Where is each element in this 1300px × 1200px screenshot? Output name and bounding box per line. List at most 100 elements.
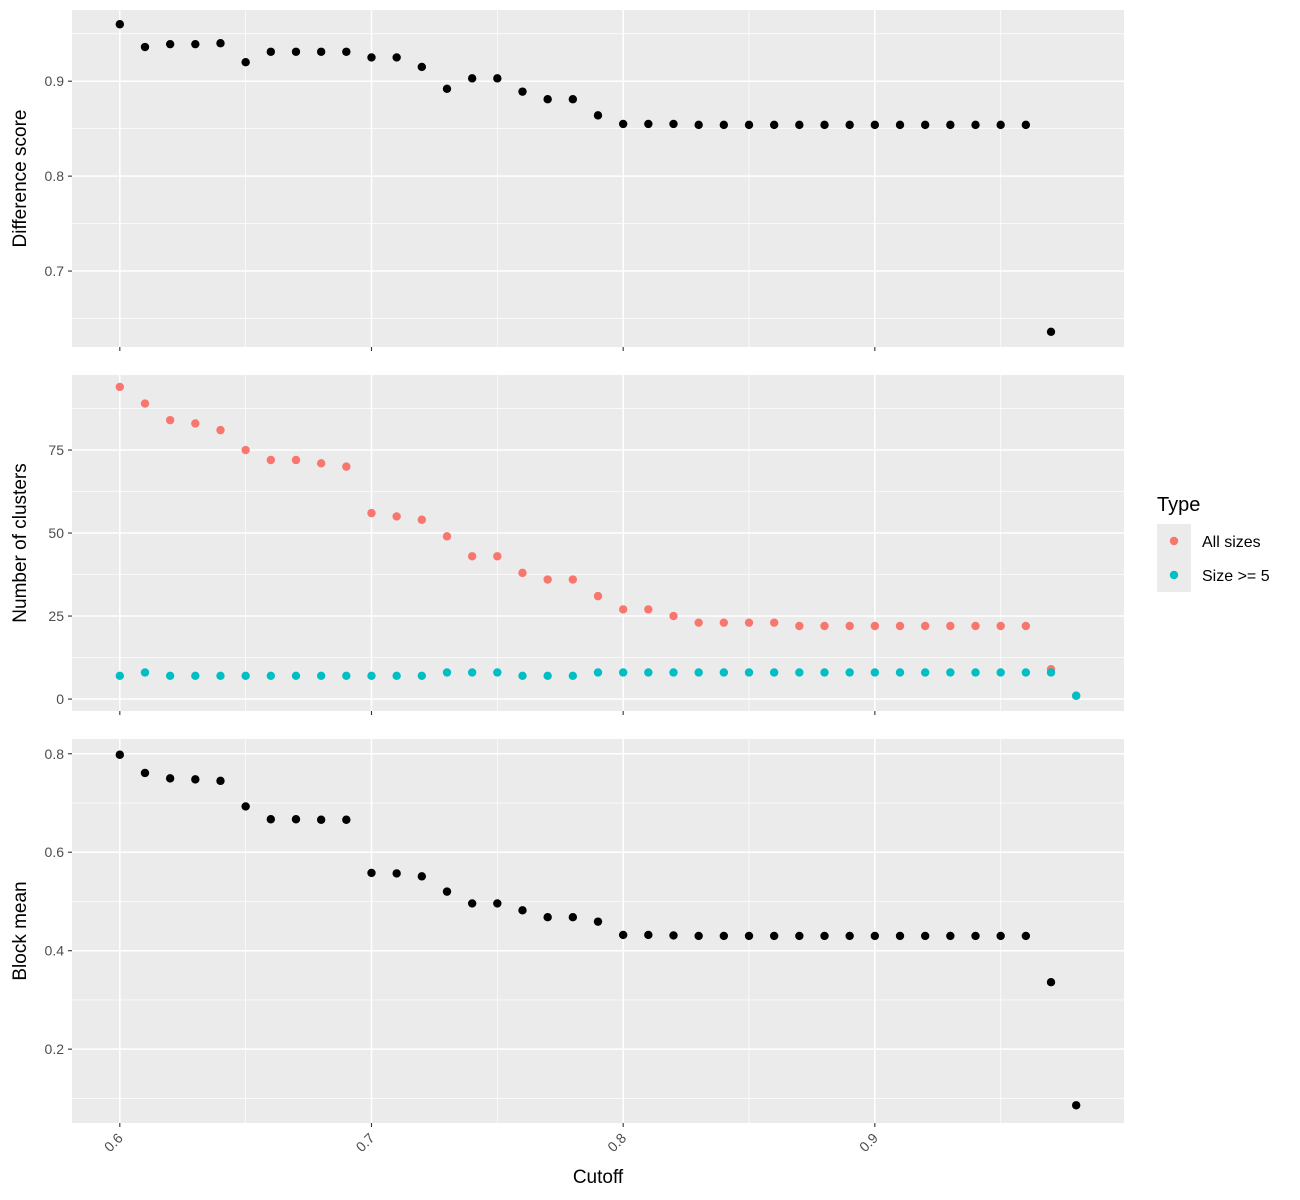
point-number-of-clusters-s1-23: [694, 668, 703, 677]
point-difference-score-s0-29: [845, 120, 854, 130]
point-number-of-clusters-s0-34: [971, 621, 980, 631]
x-tick-label: 0.6: [101, 1130, 126, 1155]
point-block-mean-s0-2: [165, 774, 175, 783]
point-difference-score-s0-28: [820, 120, 829, 130]
point-block-mean-s0-4: [216, 776, 225, 786]
point-number-of-clusters-s1-18: [568, 671, 578, 681]
point-number-of-clusters-s1-15: [493, 668, 502, 677]
point-block-mean-s0-17: [543, 913, 552, 922]
point-difference-score-s0-37: [1046, 327, 1056, 337]
point-difference-score-s0-11: [392, 53, 401, 62]
point-number-of-clusters-s1-17: [543, 671, 552, 681]
point-block-mean-s0-12: [417, 872, 427, 881]
legend: Type All sizes Size >= 5: [1157, 494, 1270, 592]
legend-label-all-sizes: All sizes: [1202, 534, 1261, 551]
point-difference-score-s0-5: [241, 58, 250, 67]
y-tick-label: 0.4: [45, 943, 65, 959]
point-difference-score-s0-18: [568, 95, 578, 104]
point-block-mean-s0-15: [493, 899, 502, 908]
y-tick-label: 0.2: [45, 1041, 65, 1057]
point-number-of-clusters-s1-34: [971, 668, 980, 677]
point-number-of-clusters-s0-29: [845, 621, 854, 631]
point-number-of-clusters-s0-33: [946, 621, 955, 631]
point-number-of-clusters-s0-5: [241, 445, 250, 455]
point-difference-score-s0-9: [342, 47, 351, 56]
point-number-of-clusters-s0-24: [719, 618, 729, 627]
point-difference-score-s0-0: [115, 20, 125, 29]
point-difference-score-s0-7: [291, 47, 301, 56]
point-number-of-clusters-s1-27: [795, 668, 804, 677]
point-block-mean-s0-34: [971, 931, 980, 941]
legend-dot-all-sizes: [1169, 536, 1179, 546]
point-difference-score-s0-21: [644, 119, 653, 129]
point-number-of-clusters-s0-27: [795, 621, 804, 631]
point-block-mean-s0-30: [870, 931, 880, 941]
point-number-of-clusters-s0-6: [266, 455, 276, 465]
point-number-of-clusters-s0-7: [291, 455, 301, 465]
point-number-of-clusters-s0-22: [669, 611, 678, 621]
point-number-of-clusters-s1-31: [895, 668, 905, 677]
point-number-of-clusters-s1-16: [518, 671, 527, 681]
point-block-mean-s0-26: [769, 931, 779, 941]
point-number-of-clusters-s0-16: [518, 568, 527, 578]
point-difference-score-s0-31: [895, 120, 905, 130]
point-number-of-clusters-s1-12: [417, 671, 427, 681]
point-difference-score-s0-19: [593, 111, 603, 120]
point-number-of-clusters-s1-25: [744, 668, 754, 677]
point-difference-score-s0-33: [946, 120, 955, 130]
point-block-mean-s0-33: [946, 931, 955, 941]
point-number-of-clusters-s1-20: [618, 668, 628, 677]
point-number-of-clusters-s1-7: [291, 671, 301, 681]
point-block-mean-s0-35: [996, 931, 1005, 941]
point-number-of-clusters-s0-3: [191, 419, 200, 428]
point-number-of-clusters-s1-28: [820, 668, 829, 677]
legend-label-size-ge-5: Size >= 5: [1202, 568, 1270, 585]
point-number-of-clusters-s1-14: [467, 668, 477, 677]
point-number-of-clusters-s1-26: [769, 668, 779, 677]
y-tick-label: 0.6: [45, 844, 65, 860]
point-block-mean-s0-32: [920, 931, 930, 941]
y-axis-title-block-mean: Block mean: [10, 881, 31, 980]
point-difference-score-s0-35: [996, 120, 1005, 130]
point-number-of-clusters-s0-30: [870, 621, 880, 631]
point-number-of-clusters-s1-32: [920, 668, 930, 677]
point-difference-score-s0-16: [518, 87, 527, 96]
point-number-of-clusters-s1-21: [644, 668, 653, 677]
point-block-mean-s0-23: [694, 931, 703, 941]
point-number-of-clusters-s0-28: [820, 621, 829, 631]
point-number-of-clusters-s0-2: [165, 415, 175, 425]
point-number-of-clusters-s0-31: [895, 621, 905, 631]
point-number-of-clusters-s0-13: [442, 532, 452, 541]
point-block-mean-s0-16: [518, 906, 527, 915]
point-number-of-clusters-s1-29: [845, 668, 854, 677]
point-difference-score-s0-23: [694, 120, 703, 130]
point-number-of-clusters-s1-5: [241, 671, 250, 681]
point-difference-score-s0-17: [543, 95, 552, 104]
point-block-mean-s0-10: [367, 868, 376, 878]
point-difference-score-s0-1: [140, 42, 150, 52]
point-block-mean-s0-20: [618, 930, 628, 940]
point-number-of-clusters-s0-35: [996, 621, 1005, 631]
point-block-mean-s0-31: [895, 931, 905, 941]
point-number-of-clusters-s0-17: [543, 575, 552, 584]
point-number-of-clusters-s0-11: [392, 512, 401, 521]
point-block-mean-s0-14: [467, 899, 477, 908]
point-difference-score-s0-36: [1021, 120, 1031, 130]
point-number-of-clusters-s0-26: [769, 618, 779, 627]
point-block-mean-s0-28: [820, 931, 829, 941]
point-number-of-clusters-s1-13: [442, 668, 452, 677]
point-number-of-clusters-s0-23: [694, 618, 703, 627]
point-difference-score-s0-3: [191, 39, 200, 49]
point-number-of-clusters-s1-19: [593, 668, 603, 677]
point-block-mean-s0-22: [669, 931, 678, 940]
y-tick-label: 0: [56, 691, 64, 707]
point-number-of-clusters-s0-10: [367, 508, 376, 518]
point-number-of-clusters-s0-9: [342, 462, 351, 471]
point-block-mean-s0-25: [744, 931, 754, 941]
x-tick-label: 0.9: [856, 1130, 881, 1155]
point-difference-score-s0-6: [266, 47, 276, 56]
point-block-mean-s0-27: [795, 931, 804, 941]
point-difference-score-s0-4: [216, 39, 225, 48]
point-number-of-clusters-s0-20: [618, 605, 628, 614]
